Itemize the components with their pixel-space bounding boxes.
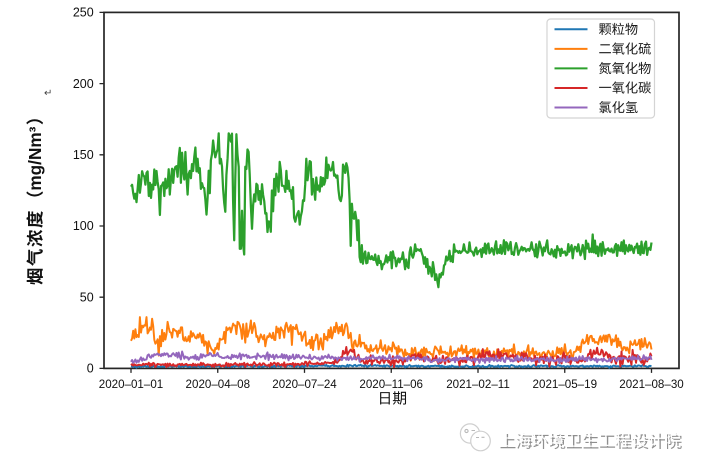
svg-text:50: 50 <box>80 290 94 304</box>
svg-text:mg/Nm³: mg/Nm³ <box>25 126 45 190</box>
svg-text:150: 150 <box>73 148 94 162</box>
svg-text:↵: ↵ <box>44 88 52 99</box>
svg-text:2021–05–19: 2021–05–19 <box>533 378 597 391</box>
svg-text:250: 250 <box>73 6 94 20</box>
svg-text:2021–02–11: 2021–02–11 <box>446 378 510 391</box>
svg-text:200: 200 <box>73 77 94 91</box>
svg-text:2020–01–01: 2020–01–01 <box>99 378 163 391</box>
svg-text:2020–07–24: 2020–07–24 <box>272 378 337 391</box>
svg-text:2021–08–30: 2021–08–30 <box>619 378 683 391</box>
svg-text:2020–11–06: 2020–11–06 <box>359 378 423 391</box>
svg-text:0: 0 <box>87 362 94 376</box>
svg-text:2020–04–08: 2020–04–08 <box>186 378 250 391</box>
svg-text:100: 100 <box>73 219 94 233</box>
